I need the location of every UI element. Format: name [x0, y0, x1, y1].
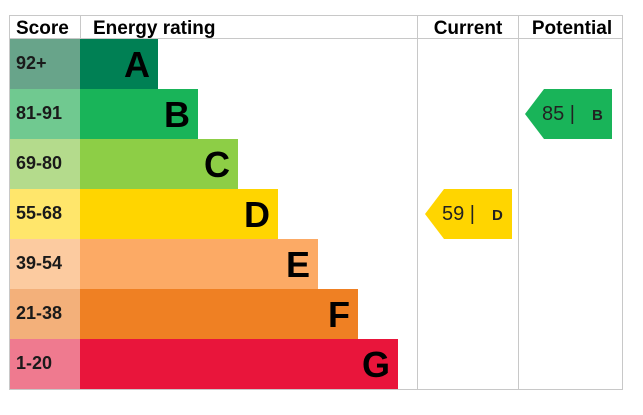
potential-rating-marker-value: 85 | — [542, 103, 575, 125]
potential-rating-marker: 85 | B — [525, 89, 612, 139]
band-bar-e — [80, 239, 318, 289]
energy-rating-header: Energy rating — [93, 18, 215, 39]
score-range-g: 1-20 — [16, 353, 52, 373]
band-letter-e: E — [286, 244, 310, 285]
score-range-b: 81-91 — [16, 103, 62, 123]
score-cell-g — [10, 339, 80, 389]
current-rating-marker-band: D — [492, 207, 503, 224]
current-header: Current — [434, 18, 503, 39]
potential-rating-marker-arrow — [525, 89, 612, 139]
score-range-f: 21-38 — [16, 303, 62, 323]
band-letter-b: B — [164, 94, 190, 135]
score-range-d: 55-68 — [16, 203, 62, 223]
score-cell-a — [10, 39, 80, 89]
current-rating-marker: 59 | D — [425, 189, 512, 239]
rating-bands: 92+ A 81-91 B 69-80 C 55-68 D 39-54 E 21-38 F 1-20 G — [10, 39, 398, 389]
current-rating-marker-value: 59 | — [442, 203, 475, 225]
band-bar-f — [80, 289, 358, 339]
score-cell-e — [10, 239, 80, 289]
score-range-a: 92+ — [16, 53, 47, 73]
score-cell-d — [10, 189, 80, 239]
score-range-c: 69-80 — [16, 153, 62, 173]
band-letter-c: C — [204, 144, 230, 185]
score-header: Score — [16, 18, 69, 39]
band-bar-b — [80, 89, 198, 139]
band-bar-g — [80, 339, 398, 389]
band-letter-f: F — [328, 294, 350, 335]
score-cell-f — [10, 289, 80, 339]
score-cell-b — [10, 89, 80, 139]
current-rating-marker-arrow — [425, 189, 512, 239]
band-bar-a — [80, 39, 158, 89]
score-range-e: 39-54 — [16, 253, 62, 273]
band-letter-a: A — [124, 44, 150, 85]
band-letter-d: D — [244, 194, 270, 235]
potential-header: Potential — [532, 18, 612, 39]
band-bar-d — [80, 189, 278, 239]
potential-rating-marker-band: B — [592, 107, 603, 124]
band-bar-c — [80, 139, 238, 189]
band-letter-g: G — [362, 344, 390, 385]
rating-markers: 59 | D 85 | B — [425, 89, 612, 239]
score-cell-c — [10, 139, 80, 189]
grid — [9, 15, 623, 390]
